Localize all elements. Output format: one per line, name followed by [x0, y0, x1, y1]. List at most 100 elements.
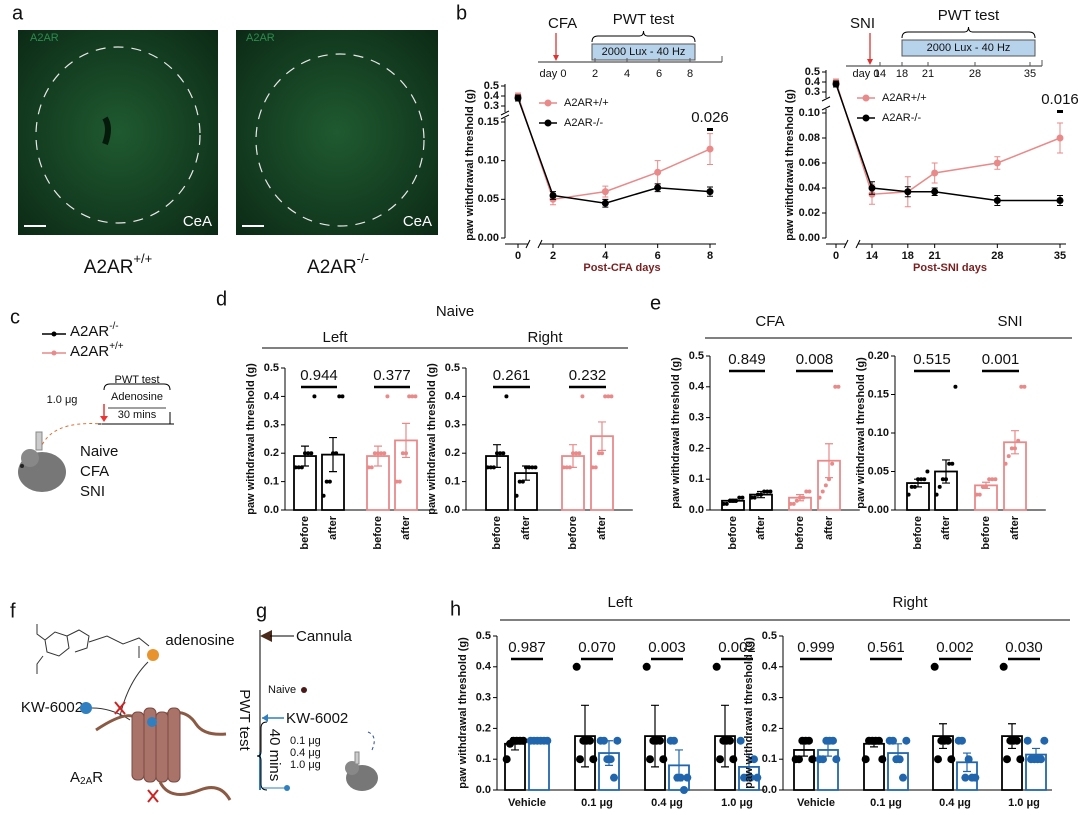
x-tick-label: after: [940, 515, 952, 540]
data-dot: [765, 489, 770, 494]
y-tick-label: 0.5: [264, 362, 279, 374]
y-tick-label: 0.2: [762, 722, 777, 734]
data-dot: [925, 469, 930, 474]
data-dot: [934, 492, 939, 497]
legend-marker: [862, 94, 870, 102]
error-bar: [522, 465, 530, 481]
timeline-tick-label: 2: [592, 68, 598, 80]
data-dot: [737, 495, 742, 500]
y-tick-label: 0.3: [476, 692, 491, 704]
bar: [504, 742, 526, 791]
data-dot: [670, 736, 678, 745]
panel-label: d: [216, 288, 227, 310]
y-tick-label: 0.2: [689, 442, 704, 454]
data-dot: [940, 477, 945, 482]
data-dot: [974, 492, 979, 497]
data-dot: [321, 493, 326, 498]
axis-break: [843, 239, 861, 249]
data-dot: [1022, 384, 1027, 389]
p-value: 0.008: [796, 351, 834, 368]
y-tick-label: 0.5: [445, 362, 460, 374]
dose-label: 1.0 μg: [290, 759, 321, 771]
y-tick-label: 0.02: [799, 207, 820, 219]
data-dot: [613, 736, 622, 745]
y-tick-label: 0.3: [484, 100, 499, 112]
data-dot: [606, 755, 615, 764]
region-label: CeA: [403, 213, 432, 230]
event-arrowhead: [553, 55, 559, 61]
model-label: CFA: [80, 463, 109, 480]
y-tick-label: 0.0: [445, 504, 460, 516]
data-dot: [889, 736, 897, 745]
error-bar: [894, 743, 902, 763]
data-dot: [909, 484, 914, 489]
error-bar: [1011, 430, 1019, 455]
error-bar: [914, 478, 922, 488]
y-tick-label: 0.00: [478, 232, 499, 244]
data-dot: [574, 451, 579, 456]
error-bar: [581, 704, 589, 768]
p-value: 0.561: [867, 639, 905, 656]
x-tick-label: 8: [707, 250, 713, 262]
x-tick-label: 4: [602, 250, 609, 262]
y-tick-label: 0.4: [264, 390, 280, 402]
data-dot: [749, 495, 754, 500]
y-tick-label: 0.3: [762, 692, 777, 704]
duration-label: 30 mins: [118, 409, 157, 421]
x-tick-label: 2: [550, 250, 556, 262]
y-tick-label: 0.2: [476, 722, 491, 734]
data-dot: [801, 495, 806, 500]
antagonist-label: KW-6002: [21, 699, 83, 716]
data-dot: [950, 461, 955, 466]
data-dot: [514, 493, 519, 498]
data-dot: [576, 755, 584, 764]
cannula-label: Cannula: [296, 628, 353, 645]
data-dot: [990, 477, 995, 482]
data-dot: [334, 451, 339, 456]
stimulus-label: 2000 Lux - 40 Hz: [927, 42, 1011, 54]
brace: [901, 26, 1036, 39]
data-dot: [875, 736, 883, 745]
data-dot: [564, 465, 569, 470]
y-tick-label: 0.4: [689, 381, 705, 393]
p-value: 0.002: [936, 639, 974, 656]
data-dot: [577, 451, 582, 456]
legend-marker: [862, 114, 870, 122]
panel-label: f: [10, 600, 16, 622]
error-bar: [402, 422, 410, 459]
y-tick-label: 0.4: [805, 76, 821, 88]
data-dot: [823, 483, 828, 488]
error-bar: [796, 494, 804, 502]
y-axis-label: paw withdrawal threshold (g): [855, 357, 867, 509]
y-tick-label: 0.1: [445, 476, 460, 488]
data-dot: [808, 755, 817, 764]
legend-label: A2AR+/+: [70, 341, 124, 360]
error-bar: [757, 490, 765, 499]
data-dot: [580, 394, 585, 399]
error-bar: [374, 445, 382, 467]
dose-label: 0.4 μg: [290, 747, 321, 759]
x-tick-label: 1.0 μg: [721, 797, 753, 809]
data-dot: [379, 451, 384, 456]
data-dot: [603, 394, 608, 399]
protocol-diagram: Cannula Naive KW-6002 PWT test 40 mins 0…: [236, 628, 378, 791]
x-tick-label: before: [912, 516, 924, 550]
y-tick-label: 0.06: [799, 157, 820, 169]
data-dot: [958, 736, 966, 745]
x-tick-label: Vehicle: [797, 797, 835, 809]
y-tick-label: 0.0: [264, 504, 279, 516]
data-dot: [817, 495, 822, 500]
data-point: [931, 169, 939, 177]
error-bar: [301, 445, 309, 467]
x-tick-label: 14: [866, 250, 879, 262]
timeline-start: day 0: [540, 68, 567, 80]
stain-label: A2AR: [30, 32, 59, 44]
x-tick-label: after: [327, 515, 339, 540]
p-value: 0.003: [648, 639, 686, 656]
data-dot: [656, 736, 664, 745]
data-dot: [1009, 446, 1014, 451]
data-point: [549, 191, 557, 199]
x-tick-label: 35: [1054, 250, 1066, 262]
x-tick-label: 0.1 μg: [870, 797, 902, 809]
